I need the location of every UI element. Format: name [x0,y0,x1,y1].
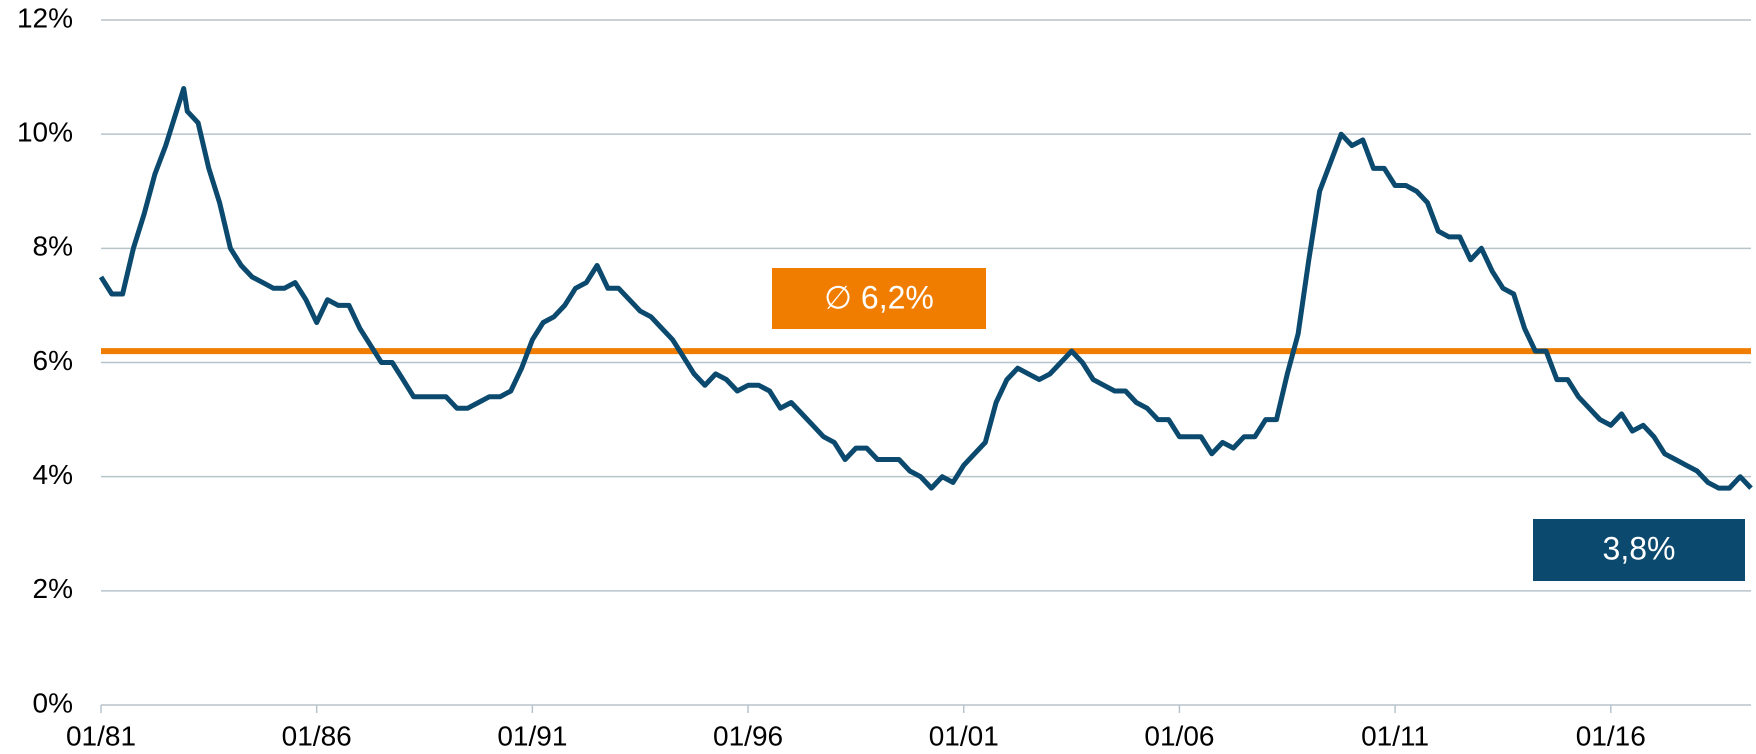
y-tick-label: 10% [17,117,73,148]
average-label: ∅ 6,2% [824,279,934,315]
average-label-box [772,268,986,329]
y-tick-label: 4% [33,459,73,490]
x-tick-label: 01/16 [1576,720,1646,751]
x-tick-label: 01/96 [713,720,783,751]
end-label: 3,8% [1603,530,1676,566]
x-tick-label: 01/01 [929,720,999,751]
y-tick-label: 6% [33,345,73,376]
x-tick-label: 01/06 [1144,720,1214,751]
end-label-box [1533,519,1745,581]
y-tick-label: 8% [33,231,73,262]
x-tick-label: 01/81 [66,720,136,751]
series-line [98,86,1753,491]
x-tick-label: 01/91 [497,720,567,751]
y-tick-label: 2% [33,573,73,604]
x-tick-label: 01/11 [1361,720,1429,751]
x-tick-label: 01/86 [282,720,352,751]
y-tick-label: 0% [33,687,73,718]
y-tick-label: 12% [17,2,73,33]
